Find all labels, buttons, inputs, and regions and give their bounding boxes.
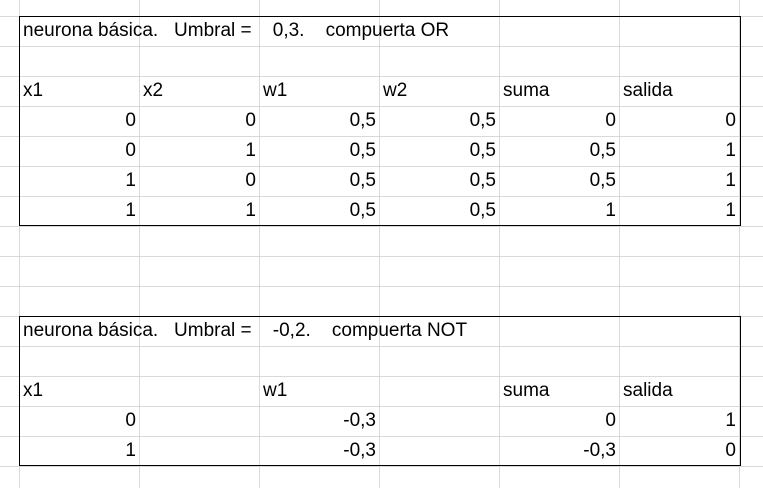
not-cell-empty[interactable]	[140, 406, 260, 436]
not-cell-x1[interactable]: 0	[125, 410, 136, 431]
not-cell-x1[interactable]: 1	[125, 440, 136, 461]
or-cell-w1[interactable]: 0,5	[349, 110, 376, 131]
or-cell-x2[interactable]: 1	[245, 140, 256, 161]
not-header-suma[interactable]: suma	[503, 380, 550, 401]
not-block-title[interactable]: neurona básica. Umbral = -0,2. compuerta…	[23, 320, 468, 341]
or-cell-x2[interactable]: 0	[245, 110, 256, 131]
or-cell-w2[interactable]: 0,5	[469, 110, 496, 131]
or-cell-x1[interactable]: 1	[125, 170, 136, 191]
or-cell-salida[interactable]: 1	[725, 170, 736, 191]
or-cell-salida[interactable]: 1	[725, 200, 736, 221]
or-cell-w1[interactable]: 0,5	[349, 170, 376, 191]
or-cell-suma[interactable]: 0	[605, 110, 616, 131]
or-cell-w2[interactable]: 0,5	[469, 170, 496, 191]
or-cell-salida[interactable]: 1	[725, 140, 736, 161]
not-cell-w1[interactable]: -0,3	[343, 440, 376, 461]
or-cell-w1[interactable]: 0,5	[349, 200, 376, 221]
or-cell-salida[interactable]: 0	[725, 110, 736, 131]
not-cell-salida[interactable]: 0	[725, 440, 736, 461]
or-cell-w1[interactable]: 0,5	[349, 140, 376, 161]
not-cell-suma[interactable]: -0,3	[583, 440, 616, 461]
not-header-empty[interactable]	[380, 376, 500, 406]
or-cell-x1[interactable]: 1	[125, 200, 136, 221]
or-header-w1[interactable]: w1	[263, 80, 288, 101]
not-cell-suma[interactable]: 0	[605, 410, 616, 431]
or-cell-w2[interactable]: 0,5	[469, 140, 496, 161]
or-header-x1[interactable]: x1	[23, 80, 44, 101]
not-header-x1[interactable]: x1	[23, 380, 44, 401]
or-header-x2[interactable]: x2	[143, 80, 164, 101]
or-cell-suma[interactable]: 0,5	[589, 140, 616, 161]
or-cell-w2[interactable]: 0,5	[469, 200, 496, 221]
or-cell-x2[interactable]: 1	[245, 200, 256, 221]
not-cell-empty[interactable]	[140, 436, 260, 466]
or-cell-x1[interactable]: 0	[125, 140, 136, 161]
not-cell-empty[interactable]	[380, 406, 500, 436]
not-header-w1[interactable]: w1	[263, 380, 288, 401]
or-cell-x2[interactable]: 0	[245, 170, 256, 191]
or-cell-suma[interactable]: 1	[605, 200, 616, 221]
or-header-salida[interactable]: salida	[623, 80, 673, 101]
not-cell-empty[interactable]	[380, 436, 500, 466]
not-cell-w1[interactable]: -0,3	[343, 410, 376, 431]
not-cell-salida[interactable]: 1	[725, 410, 736, 431]
or-header-suma[interactable]: suma	[503, 80, 550, 101]
or-header-w2[interactable]: w2	[383, 80, 408, 101]
not-header-empty[interactable]	[140, 376, 260, 406]
or-cell-suma[interactable]: 0,5	[589, 170, 616, 191]
or-block-title[interactable]: neurona básica. Umbral = 0,3. compuerta …	[23, 20, 450, 41]
or-cell-x1[interactable]: 0	[125, 110, 136, 131]
not-header-salida[interactable]: salida	[623, 380, 673, 401]
